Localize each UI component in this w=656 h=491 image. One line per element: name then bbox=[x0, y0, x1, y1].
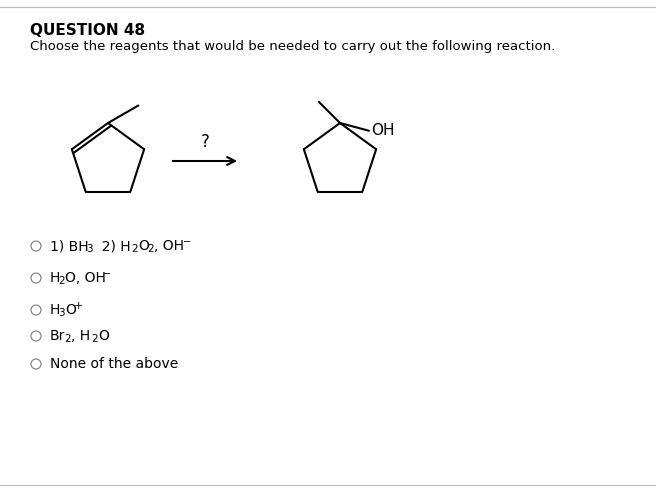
Text: H: H bbox=[50, 303, 60, 317]
Text: O, OH: O, OH bbox=[65, 271, 106, 285]
Text: 3: 3 bbox=[86, 244, 92, 254]
Text: +: + bbox=[74, 301, 83, 311]
Text: O: O bbox=[98, 329, 109, 343]
Text: Br: Br bbox=[50, 329, 66, 343]
Text: QUESTION 48: QUESTION 48 bbox=[30, 23, 145, 38]
Text: 2: 2 bbox=[131, 244, 138, 254]
Text: O: O bbox=[65, 303, 76, 317]
Text: , OH: , OH bbox=[154, 239, 184, 253]
Text: −: − bbox=[103, 269, 111, 279]
Text: H: H bbox=[50, 271, 60, 285]
Text: None of the above: None of the above bbox=[50, 357, 178, 371]
Text: 2: 2 bbox=[147, 244, 154, 254]
Text: ?: ? bbox=[201, 133, 209, 151]
Text: OH: OH bbox=[371, 123, 394, 138]
Text: 1) BH: 1) BH bbox=[50, 239, 89, 253]
Text: 2: 2 bbox=[64, 334, 71, 344]
Text: 2: 2 bbox=[58, 276, 65, 286]
Text: Choose the reagents that would be needed to carry out the following reaction.: Choose the reagents that would be needed… bbox=[30, 40, 555, 53]
Text: , H: , H bbox=[71, 329, 90, 343]
Text: 3: 3 bbox=[58, 308, 65, 318]
Text: O: O bbox=[138, 239, 149, 253]
Text: −: − bbox=[183, 237, 191, 247]
Text: 2) H: 2) H bbox=[93, 239, 131, 253]
Text: 2: 2 bbox=[91, 334, 98, 344]
